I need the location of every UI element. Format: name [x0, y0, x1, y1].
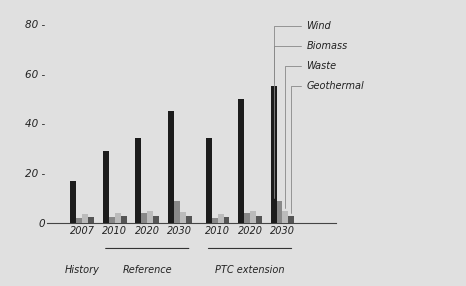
Text: Reference: Reference: [123, 265, 172, 275]
Bar: [224, 217, 229, 223]
Bar: [115, 213, 121, 223]
Bar: [180, 212, 185, 223]
Bar: [174, 201, 180, 223]
Bar: [256, 216, 262, 223]
Bar: [70, 181, 76, 223]
Bar: [82, 214, 88, 223]
Bar: [141, 213, 147, 223]
Text: PTC extension: PTC extension: [215, 265, 285, 275]
Bar: [168, 111, 174, 223]
Bar: [88, 217, 94, 223]
Bar: [276, 201, 282, 223]
Text: Waste: Waste: [286, 61, 336, 208]
Text: Geothermal: Geothermal: [291, 81, 364, 213]
Bar: [206, 138, 212, 223]
Bar: [218, 214, 224, 223]
Bar: [109, 217, 115, 223]
Bar: [103, 151, 109, 223]
Bar: [135, 138, 141, 223]
Bar: [250, 210, 256, 223]
Text: History: History: [65, 265, 100, 275]
Text: Biomass: Biomass: [274, 41, 348, 198]
Bar: [212, 218, 218, 223]
Bar: [282, 210, 288, 223]
Bar: [185, 216, 192, 223]
Bar: [271, 86, 276, 223]
Bar: [121, 216, 127, 223]
Bar: [153, 216, 159, 223]
Bar: [244, 213, 250, 223]
Bar: [288, 216, 295, 223]
Bar: [76, 218, 82, 223]
Bar: [147, 210, 153, 223]
Text: Wind: Wind: [274, 21, 331, 83]
Bar: [238, 99, 244, 223]
